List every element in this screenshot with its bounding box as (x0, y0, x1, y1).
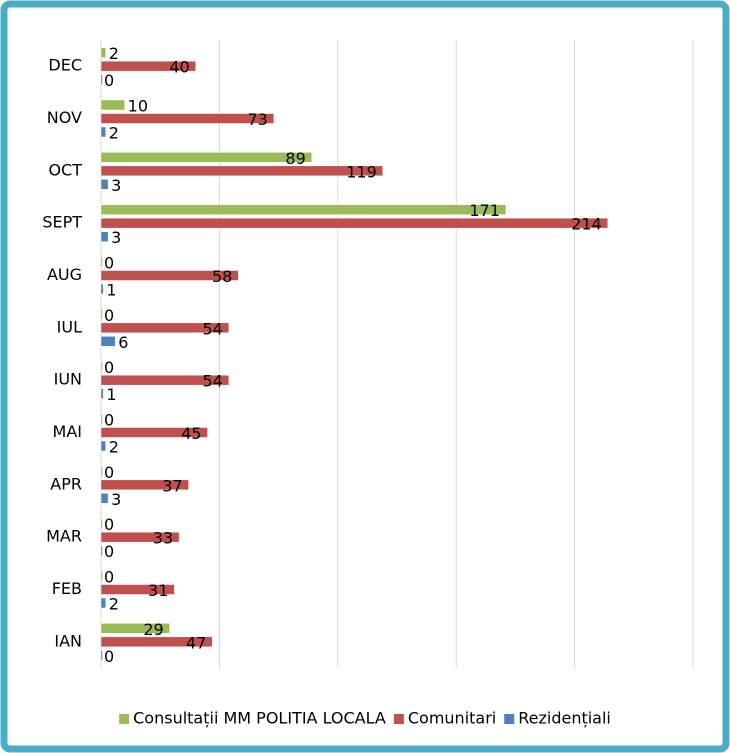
bar (100, 322, 230, 334)
data-label: 29 (143, 620, 163, 639)
bar (100, 256, 103, 268)
data-label: 2 (109, 124, 119, 143)
bar (100, 165, 384, 177)
bar (100, 650, 103, 661)
bar (100, 413, 103, 425)
data-label: 0 (104, 542, 114, 561)
data-label: 37 (162, 476, 182, 495)
bar (100, 479, 189, 491)
bar (100, 74, 103, 85)
bar (100, 493, 109, 504)
legend-swatch (119, 714, 130, 724)
data-label: 2 (109, 438, 119, 457)
data-label: 10 (128, 97, 148, 116)
bar (100, 440, 106, 452)
data-label: 0 (104, 568, 114, 587)
legend-label: Consultații MM POLITIA LOCALA (133, 709, 386, 728)
data-label: 54 (203, 372, 223, 391)
y-tick-label: MAR (46, 527, 82, 546)
bar (100, 584, 175, 595)
bar (100, 179, 109, 190)
data-label: 1 (106, 385, 116, 404)
bar (100, 47, 106, 58)
bar (100, 152, 313, 163)
bar (100, 623, 170, 634)
data-label: 1 (106, 281, 116, 300)
data-label: 0 (104, 515, 114, 534)
y-tick-label: IUL (57, 317, 82, 336)
data-label: 31 (148, 581, 168, 600)
data-label: 33 (153, 529, 173, 548)
y-tick-label: SEPT (42, 213, 82, 232)
bar (100, 636, 213, 648)
y-tick-label: MAI (53, 422, 82, 441)
bar (100, 270, 239, 281)
data-label: 0 (104, 647, 114, 666)
legend-label: Rezidențiali (518, 709, 611, 728)
data-label: 0 (104, 306, 114, 325)
bar (100, 518, 103, 529)
data-label: 0 (104, 358, 114, 377)
y-tick-label: IAN (54, 631, 82, 650)
bar (100, 531, 180, 543)
bar (100, 113, 275, 124)
bar (100, 570, 103, 582)
data-label: 73 (248, 110, 268, 129)
bar (100, 283, 104, 295)
y-tick-label: FEB (52, 579, 82, 598)
data-label: 119 (346, 162, 377, 181)
y-tick-label: OCT (48, 160, 82, 179)
y-tick-label: NOV (47, 108, 82, 127)
bar (100, 361, 103, 372)
bar (100, 597, 106, 609)
bar (100, 336, 116, 347)
legend-label: Comunitari (408, 709, 496, 728)
bar (100, 60, 196, 72)
data-label: 6 (118, 333, 128, 352)
data-label: 0 (104, 463, 114, 482)
bar (100, 466, 103, 477)
bar (100, 374, 230, 386)
bar (100, 204, 507, 215)
data-label: 47 (186, 633, 206, 652)
bar (100, 427, 208, 438)
data-label: 0 (104, 254, 114, 273)
data-label: 2 (109, 44, 119, 63)
bar (100, 126, 106, 138)
y-tick-label: APR (50, 474, 82, 493)
y-tick-label: AUG (47, 265, 82, 284)
y-tick-label: IUN (54, 370, 82, 389)
bar (100, 231, 109, 242)
bar (100, 545, 103, 556)
data-label: 58 (212, 267, 232, 286)
data-label: 0 (104, 411, 114, 430)
data-label: 3 (111, 176, 121, 195)
data-label: 3 (111, 228, 121, 247)
data-label: 0 (104, 71, 114, 90)
legend-swatch (393, 714, 404, 724)
bar (100, 99, 125, 111)
data-label: 2 (109, 595, 119, 614)
bar (100, 217, 609, 229)
data-label: 40 (169, 58, 189, 77)
data-label: 54 (203, 319, 223, 338)
data-label: 89 (285, 149, 305, 168)
bar (100, 309, 103, 320)
bar (100, 388, 104, 399)
data-label: 214 (571, 215, 602, 234)
data-label: 45 (181, 424, 201, 443)
data-label: 171 (469, 201, 500, 220)
y-tick-label: DEC (48, 56, 82, 75)
data-label: 3 (111, 490, 121, 509)
legend-swatch (504, 714, 515, 724)
